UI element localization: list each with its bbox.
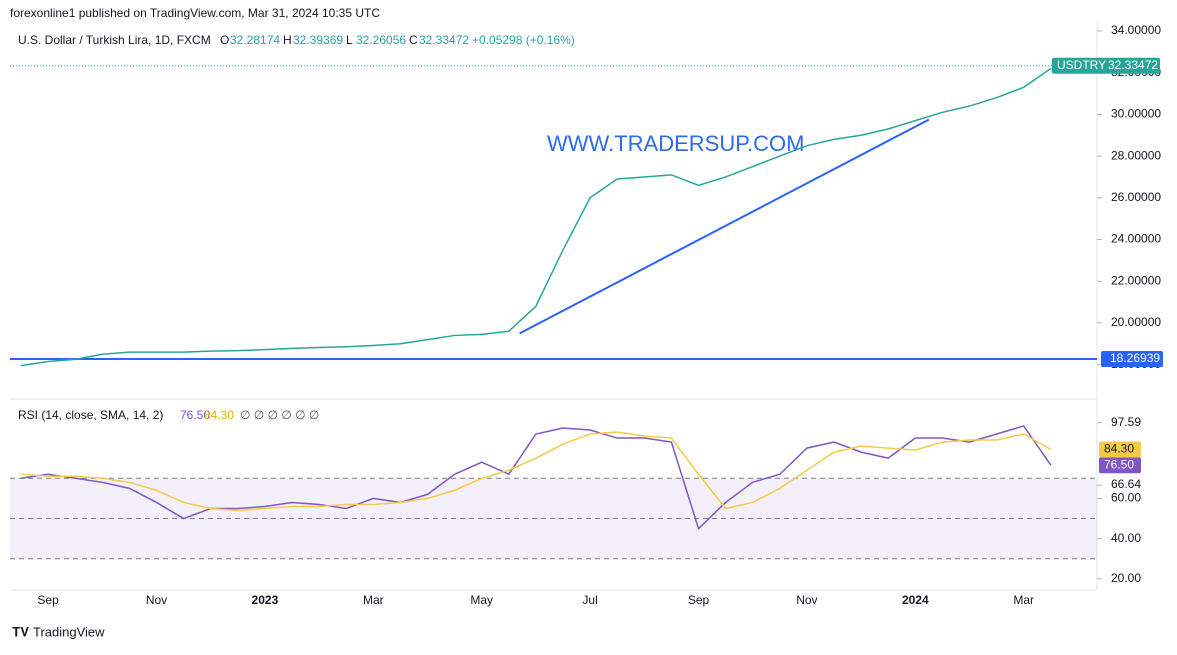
x-tick-label: 2023 xyxy=(252,593,279,607)
trend-line xyxy=(519,118,930,335)
value-label-box xyxy=(1099,457,1141,474)
ma-last: 84.30 xyxy=(204,408,234,422)
ohlc-change: +0.05298 (+0.16%) xyxy=(472,33,575,47)
rsi-title: RSI (14, close, SMA, 14, 2) xyxy=(18,408,163,422)
ohlc-key: O xyxy=(220,33,229,47)
x-tick-label: Mar xyxy=(363,593,384,607)
x-tick-label: Sep xyxy=(688,593,710,607)
x-tick-label: Nov xyxy=(146,593,167,607)
footer-logo: 𝐓𝐕 xyxy=(12,624,29,639)
y-tick-label: 20.00 xyxy=(1111,571,1141,585)
y-tick-label: 24.00000 xyxy=(1111,232,1161,246)
ohlc-key: H xyxy=(283,33,292,47)
last-price-label: 32.33472 xyxy=(1108,58,1158,72)
ticker-label: USDTRY xyxy=(1057,58,1106,72)
ticker-box xyxy=(1052,57,1160,74)
rsi-last: 76.50 xyxy=(180,408,210,422)
y-tick-label: 60.00 xyxy=(1111,491,1141,505)
series-line xyxy=(20,67,1052,367)
y-tick-label: 30.00000 xyxy=(1111,107,1161,121)
hline-label-box xyxy=(1101,351,1163,368)
x-tick-label: May xyxy=(470,593,493,607)
value-label: 76.50 xyxy=(1104,457,1134,471)
ohlc-key: L xyxy=(346,33,353,47)
x-tick-label: Nov xyxy=(796,593,817,607)
ohlc-value: 32.28174 xyxy=(230,33,280,47)
y-tick-label: 34.00000 xyxy=(1111,23,1161,37)
y-tick-label: 26.00000 xyxy=(1111,190,1161,204)
y-tick-label: 22.00000 xyxy=(1111,273,1161,287)
publisher: forexonline1 published on TradingView.co… xyxy=(10,6,380,20)
watermark: WWW.TRADERSUP.COM xyxy=(547,131,804,156)
ohlc-key: C xyxy=(409,33,418,47)
ohlc-value: 32.26056 xyxy=(356,33,406,47)
ohlc-value: 32.39369 xyxy=(293,33,343,47)
ohlc-value: 32.33472 xyxy=(419,33,469,47)
symbol: U.S. Dollar / Turkish Lira, 1D, FXCM xyxy=(18,33,211,47)
value-label: 84.30 xyxy=(1104,442,1134,456)
x-tick-label: Sep xyxy=(37,593,59,607)
y-tick-label: 40.00 xyxy=(1111,531,1141,545)
y-tick-label: 28.00000 xyxy=(1111,148,1161,162)
level-label: 97.59 xyxy=(1111,415,1141,429)
series-line xyxy=(20,431,1052,512)
footer: TradingView xyxy=(33,624,105,639)
series-line xyxy=(20,425,1052,530)
y-tick-label: 20.00000 xyxy=(1111,315,1161,329)
hline-label: 18.26939 xyxy=(1110,351,1160,365)
value-label-box xyxy=(1099,441,1141,458)
x-tick-label: 2024 xyxy=(902,593,929,607)
level-label: 66.64 xyxy=(1111,477,1141,491)
x-tick-label: Jul xyxy=(582,593,597,607)
rsi-symbols: ∅ ∅ ∅ ∅ ∅ ∅ xyxy=(240,408,319,422)
x-tick-label: Mar xyxy=(1013,593,1034,607)
